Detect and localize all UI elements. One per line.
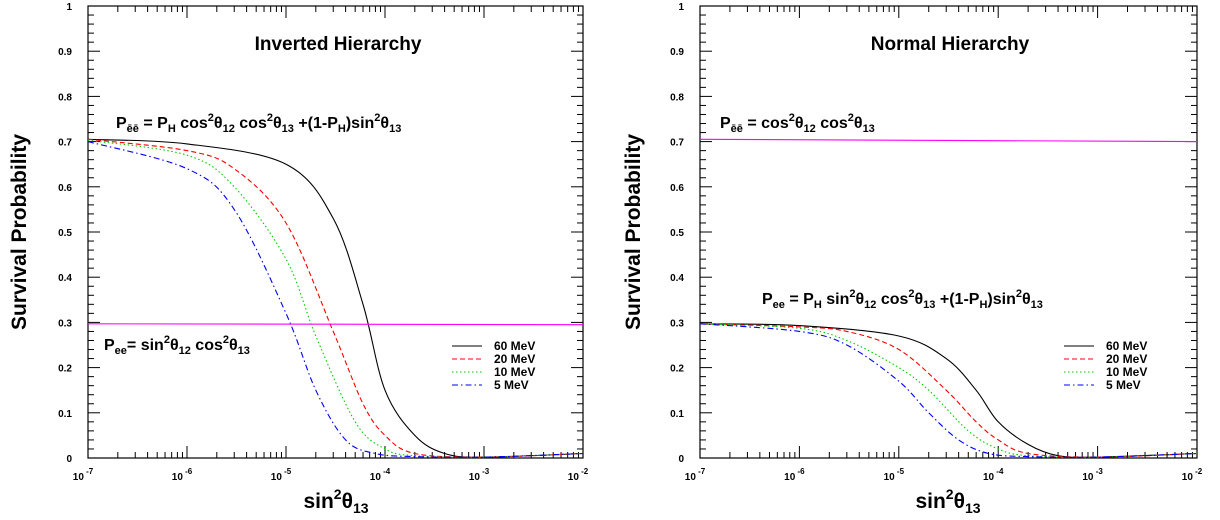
x-tick-label: 10 -6 xyxy=(784,467,805,483)
series-line-20-mev xyxy=(699,323,1198,458)
x-tick-label: 10 -2 xyxy=(1182,467,1203,483)
x-ticks: 10 -7 10 -6 10 -5 10 -4 10 -3 10 -2 xyxy=(685,6,1203,483)
reference-line xyxy=(87,323,584,326)
chart-inverted-hierarchy: 0 0.1 0.2 0.3 0.4 0.5 0.6 0.7 0.8 0.9 1 10 -7 10 -6… xyxy=(8,2,589,516)
x-tick-label: 10 -2 xyxy=(568,467,589,483)
chart-title: Inverted Hierarchy xyxy=(255,34,422,55)
legend-label: 60 MeV xyxy=(1106,339,1147,353)
reference-line xyxy=(699,138,1198,143)
series-line-5-mev xyxy=(87,141,584,458)
y-tick-label: 0.3 xyxy=(58,318,72,329)
x-tick-label: 10 -3 xyxy=(1082,467,1103,483)
legend-label: 10 MeV xyxy=(1106,365,1147,379)
y-tick-label: 0.3 xyxy=(670,318,684,329)
annotation-top: Pēē = cos2θ12 cos2θ13 xyxy=(720,112,875,135)
x-ticks: 10 -7 10 -6 10 -5 10 -4 10 -3 10 -2 xyxy=(73,6,589,483)
y-tick-label: 0 xyxy=(678,454,684,465)
y-tick-label: 0.8 xyxy=(58,92,72,103)
x-tick-label: 10 -4 xyxy=(370,467,391,483)
x-tick-label: 10 -4 xyxy=(983,467,1004,483)
y-tick-label: 0.4 xyxy=(670,273,684,284)
legend-label: 20 MeV xyxy=(494,352,535,366)
y-tick-label: 0.9 xyxy=(58,47,72,58)
series-line-10-mev xyxy=(87,139,584,458)
y-tick-label: 0.1 xyxy=(58,409,72,420)
y-axis-title: Survival Probability xyxy=(8,134,31,330)
x-tick-label: 10 -7 xyxy=(73,467,94,483)
y-tick-label: 0.6 xyxy=(670,183,684,194)
x-tick-label: 10 -6 xyxy=(172,467,193,483)
chart-title: Normal Hierarchy xyxy=(871,34,1030,55)
y-tick-label: 0.7 xyxy=(670,138,684,149)
y-tick-label: 0.2 xyxy=(670,364,684,375)
annotation-bottom: Pee= sin2θ12 cos2θ13 xyxy=(104,334,250,357)
series-lines xyxy=(699,138,1198,458)
annotation-bottom: Pee = PH sin2θ12 cos2θ13 +(1-PH)sin2θ13 xyxy=(762,288,1043,311)
legend-label: 10 MeV xyxy=(494,365,535,379)
x-tick-label: 10 -5 xyxy=(884,467,905,483)
y-tick-label: 0.8 xyxy=(670,92,684,103)
y-tick-label: 0.5 xyxy=(58,228,72,239)
y-tick-label: 0.7 xyxy=(58,138,72,149)
annotation-top: Pēē = PH cos2θ12 cos2θ13 +(1-PH)sin2θ13 xyxy=(116,112,401,135)
y-tick-label: 0.9 xyxy=(670,47,684,58)
y-tick-label: 0.4 xyxy=(58,273,72,284)
series-line-5-mev xyxy=(699,323,1198,458)
series-line-10-mev xyxy=(699,323,1198,458)
y-tick-label: 1 xyxy=(678,2,684,13)
chart-normal-hierarchy: 0 0.1 0.2 0.3 0.4 0.5 0.6 0.7 0.8 0.9 1 10 -7 10 -6… xyxy=(622,2,1203,516)
y-ticks: 0 0.1 0.2 0.3 0.4 0.5 0.6 0.7 0.8 0.9 1 xyxy=(670,2,1197,465)
x-tick-label: 10 -3 xyxy=(469,467,490,483)
y-tick-label: 0.2 xyxy=(58,364,72,375)
y-axis-title: Survival Probability xyxy=(622,134,645,330)
y-tick-label: 0 xyxy=(66,454,72,465)
x-tick-label: 10 -5 xyxy=(271,467,292,483)
x-axis-title: sin2θ13 xyxy=(303,486,368,516)
legend-label: 5 MeV xyxy=(494,378,529,392)
x-tick-label: 10 -7 xyxy=(685,467,706,483)
y-ticks: 0 0.1 0.2 0.3 0.4 0.5 0.6 0.7 0.8 0.9 1 xyxy=(58,2,583,465)
series-lines xyxy=(87,138,584,458)
series-line-60-mev xyxy=(87,138,584,458)
y-tick-label: 0.5 xyxy=(670,228,684,239)
y-tick-label: 0.6 xyxy=(58,183,72,194)
legend-label: 5 MeV xyxy=(1106,378,1141,392)
legend-label: 60 MeV xyxy=(494,339,535,353)
series-line-20-mev xyxy=(87,138,584,458)
y-tick-label: 0.1 xyxy=(670,409,684,420)
y-tick-label: 1 xyxy=(66,2,72,13)
x-axis-title: sin2θ13 xyxy=(915,486,980,516)
legend-label: 20 MeV xyxy=(1106,352,1147,366)
